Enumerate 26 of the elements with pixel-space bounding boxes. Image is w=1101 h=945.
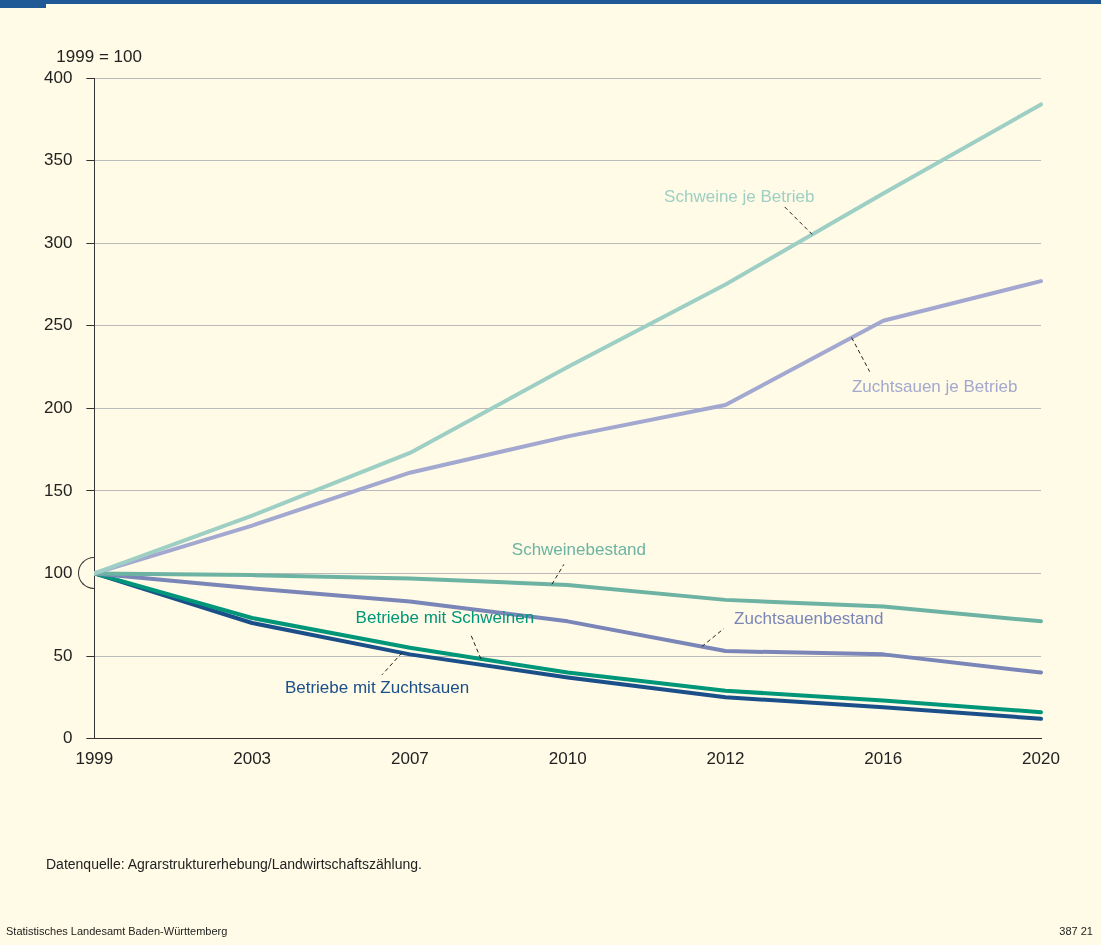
series-label: Betriebe mit Schweinen xyxy=(355,607,535,627)
x-tick-label: 2012 xyxy=(706,749,745,769)
series-label: Betriebe mit Zuchtsauen xyxy=(284,678,470,698)
y-tick-label: 100 xyxy=(43,563,73,583)
y-tick-label: 300 xyxy=(43,232,73,252)
y-tick-label: 150 xyxy=(43,480,73,500)
text: Zuchtsauen je Betrieb xyxy=(851,377,1018,397)
x-tick-label: 2003 xyxy=(233,749,272,769)
series-label: Zuchtsauenbestand xyxy=(734,609,884,629)
x-tick-label: 2010 xyxy=(548,749,587,769)
y-tick-label: 350 xyxy=(43,150,73,170)
x-tick-label: 2016 xyxy=(864,749,903,769)
y-axis-title: 1999 = 100 xyxy=(56,47,142,67)
text: Statistisches Landesamt Baden-Württemberg xyxy=(6,925,228,937)
x-tick-label: 2007 xyxy=(391,749,429,769)
y-tick-label: 400 xyxy=(43,67,73,87)
y-tick-label: 250 xyxy=(43,315,73,335)
series-label: Schweinebestand xyxy=(511,540,647,560)
series-label: Schweine je Betrieb xyxy=(664,187,815,207)
x-tick-label: 2020 xyxy=(1022,749,1060,769)
y-tick-label: 0 xyxy=(62,728,73,748)
text: Datenquelle: Agrarstrukturerhebung/Landwirtschaftszählung. xyxy=(46,856,422,872)
y-tick-label: 200 xyxy=(43,397,73,417)
text: 387 21 xyxy=(1059,925,1093,937)
y-tick-label: 50 xyxy=(53,645,73,665)
x-tick-label: 1999 xyxy=(75,749,114,769)
